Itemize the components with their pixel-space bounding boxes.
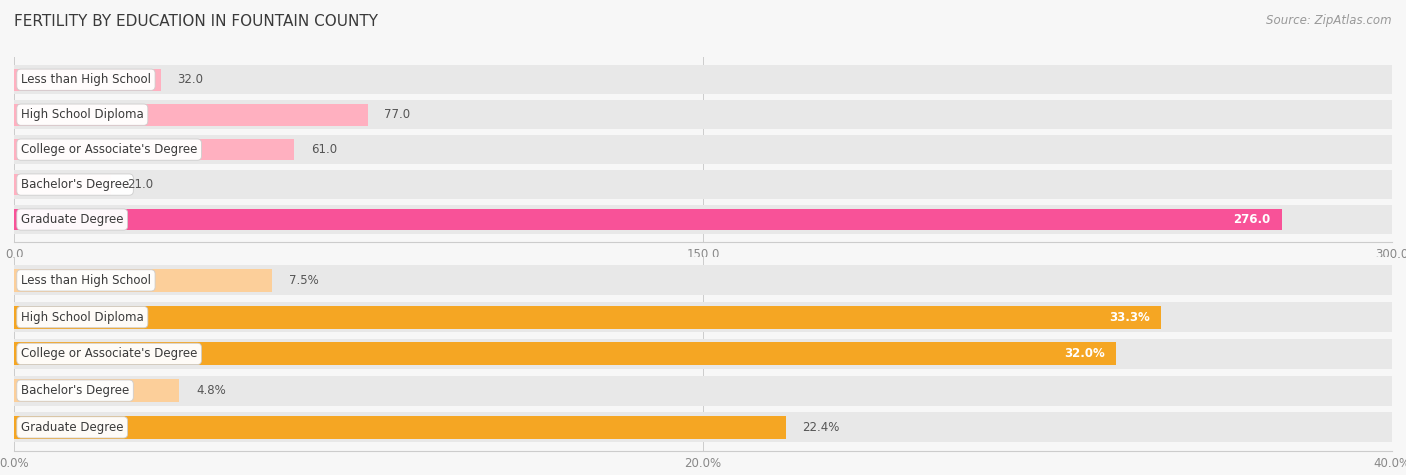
Text: College or Associate's Degree: College or Associate's Degree xyxy=(21,143,197,156)
Text: High School Diploma: High School Diploma xyxy=(21,108,143,121)
Bar xyxy=(14,170,1392,199)
Bar xyxy=(14,339,1392,369)
Bar xyxy=(14,269,273,292)
Bar xyxy=(14,306,1161,329)
Text: 4.8%: 4.8% xyxy=(195,384,226,397)
Bar xyxy=(14,302,1392,332)
Text: 32.0: 32.0 xyxy=(177,73,204,86)
Bar xyxy=(14,135,1392,164)
Text: Bachelor's Degree: Bachelor's Degree xyxy=(21,384,129,397)
Bar xyxy=(14,376,1392,406)
Bar xyxy=(14,104,368,125)
Bar xyxy=(14,266,1392,295)
Bar xyxy=(14,379,180,402)
Text: Graduate Degree: Graduate Degree xyxy=(21,213,124,226)
Text: Less than High School: Less than High School xyxy=(21,73,150,86)
Text: College or Associate's Degree: College or Associate's Degree xyxy=(21,347,197,361)
Text: 21.0: 21.0 xyxy=(127,178,153,191)
Bar xyxy=(14,342,1116,365)
Text: Graduate Degree: Graduate Degree xyxy=(21,421,124,434)
Text: FERTILITY BY EDUCATION IN FOUNTAIN COUNTY: FERTILITY BY EDUCATION IN FOUNTAIN COUNT… xyxy=(14,14,378,29)
Bar xyxy=(14,69,162,91)
Text: Source: ZipAtlas.com: Source: ZipAtlas.com xyxy=(1267,14,1392,27)
Bar xyxy=(14,209,1282,230)
Text: 77.0: 77.0 xyxy=(384,108,411,121)
Bar xyxy=(14,100,1392,129)
Bar xyxy=(14,139,294,161)
Text: 22.4%: 22.4% xyxy=(803,421,839,434)
Text: 32.0%: 32.0% xyxy=(1064,347,1105,361)
Bar xyxy=(14,66,1392,94)
Text: 276.0: 276.0 xyxy=(1233,213,1271,226)
Bar xyxy=(14,205,1392,234)
Bar xyxy=(14,174,111,195)
Text: 7.5%: 7.5% xyxy=(290,274,319,287)
Bar xyxy=(14,412,1392,442)
Text: 61.0: 61.0 xyxy=(311,143,337,156)
Text: 33.3%: 33.3% xyxy=(1109,311,1150,323)
Text: Less than High School: Less than High School xyxy=(21,274,150,287)
Text: Bachelor's Degree: Bachelor's Degree xyxy=(21,178,129,191)
Bar xyxy=(14,416,786,439)
Text: High School Diploma: High School Diploma xyxy=(21,311,143,323)
